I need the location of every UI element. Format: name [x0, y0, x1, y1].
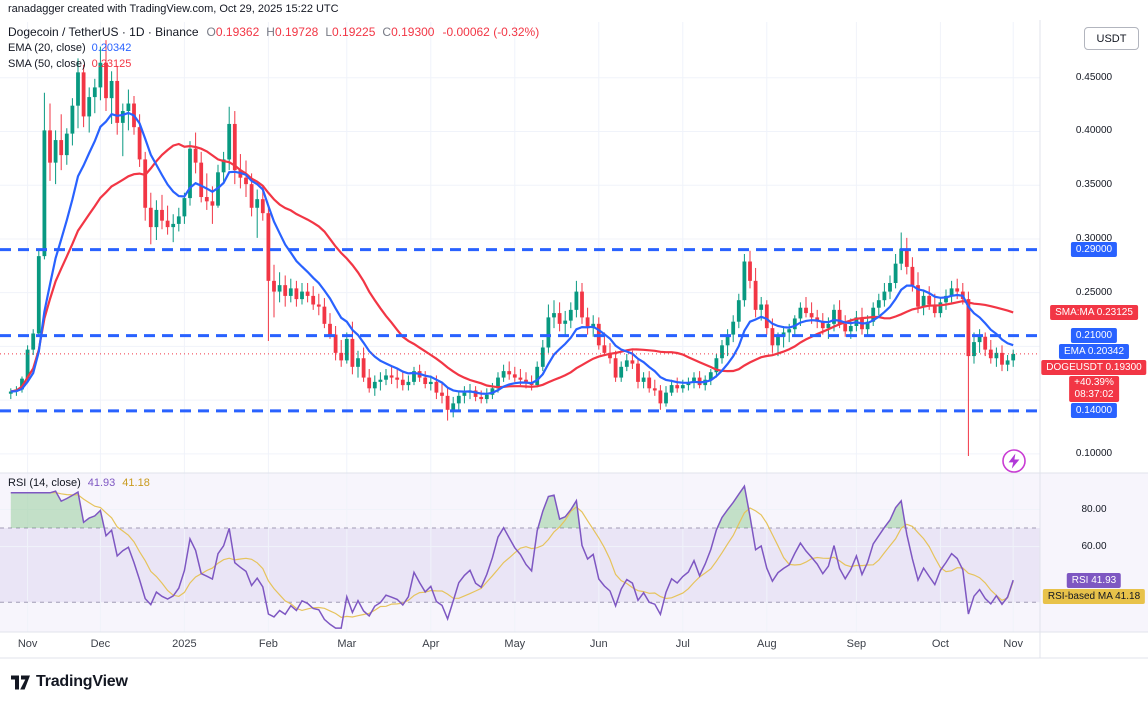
rsi-ma-line — [10, 491, 1014, 619]
time-tick-label: Oct — [931, 638, 949, 650]
lightning-icon — [1002, 449, 1026, 473]
ema-legend-value: 0.20342 — [91, 42, 132, 54]
symbol-title[interactable]: Dogecoin / TetherUS · 1D · Binance — [8, 25, 199, 39]
time-tick-label: Nov — [1003, 638, 1023, 650]
chart-legend: Dogecoin / TetherUS · 1D · Binance O0.19… — [8, 25, 539, 72]
rsi-tick-label: 60.00 — [1081, 540, 1107, 552]
rsi-tick-label: 80.00 — [1081, 503, 1107, 515]
quick-action-lightning-button[interactable] — [1001, 448, 1027, 474]
time-tick-label: Jun — [589, 638, 608, 650]
attribution-text: ranadagger created with TradingView.com,… — [8, 3, 339, 15]
rsi-pane-background — [0, 473, 1148, 632]
rsi-line — [10, 484, 1014, 629]
price-axis-badge: 0.14000 — [1070, 403, 1118, 419]
price-tick-label: 0.45000 — [1075, 71, 1113, 83]
rsi-overbought-fill — [10, 486, 906, 529]
rsi-axis-badge: RSI-based MA 41.18 — [1042, 588, 1146, 604]
tradingview-logo-mark — [11, 675, 30, 690]
indicator-ema-legend[interactable]: EMA (20, close) 0.20342 — [8, 41, 539, 56]
rsi-band — [0, 528, 1040, 603]
rsi-ma-legend-value: 41.18 — [122, 477, 150, 489]
ema-line — [10, 111, 1014, 395]
price-axis-badge: SMA:MA 0.23125 — [1050, 305, 1138, 321]
time-tick-label: Apr — [422, 638, 440, 650]
rsi-legend-value: 41.93 — [87, 477, 116, 489]
time-tick-label: Mar — [337, 638, 357, 650]
ohlc-item: H0.19728 — [266, 25, 319, 39]
time-tick-label: Nov — [17, 638, 38, 650]
time-tick-label: May — [504, 638, 526, 650]
pane-separators — [0, 20, 1148, 659]
currency-unit-button[interactable]: USDT — [1084, 27, 1139, 50]
price-axis-badge: EMA 0.20342 — [1058, 344, 1130, 360]
price-axis-badge: 0.21000 — [1070, 328, 1118, 344]
price-tick-label: 0.40000 — [1075, 125, 1113, 137]
time-tick-label: 2025 — [172, 638, 197, 650]
ohlc-item: L0.19225 — [325, 25, 376, 39]
indicator-sma-legend[interactable]: SMA (50, close) 0.23125 — [8, 57, 539, 72]
time-tick-label: Aug — [757, 638, 777, 650]
sma-legend-value: 0.23125 — [91, 58, 132, 70]
time-axis[interactable]: Nov Dec 2025 Feb Mar Apr May Jun Jul Aug Sep Oct Nov — [0, 632, 1040, 658]
price-axis[interactable]: 0.450000.400000.350000.300000.250000.150… — [1040, 0, 1148, 658]
price-axis-badge: +40.39% 08:37:02 — [1069, 376, 1119, 403]
ohlc-values: O0.19362 H0.19728 L0.19225 C0.19300 — [207, 25, 435, 40]
price-tick-label: 0.30000 — [1075, 232, 1113, 244]
sma-legend-label: SMA (50, close) — [8, 58, 86, 70]
rsi-legend[interactable]: RSI (14, close) 41.93 41.18 — [8, 477, 150, 489]
ohlc-item: O0.19362 — [206, 25, 260, 39]
ohlc-item: C0.19300 — [382, 25, 435, 39]
rsi-legend-label: RSI (14, close) — [8, 477, 81, 489]
time-tick-label: Sep — [846, 638, 867, 650]
tradingview-logo[interactable]: TradingView — [10, 672, 128, 691]
time-tick-label: Jul — [675, 638, 690, 650]
price-change: -0.00062 (-0.32%) — [442, 25, 540, 39]
price-axis-badge: 0.29000 — [1070, 242, 1118, 258]
time-tick-label: Feb — [258, 638, 278, 650]
candlestick-series — [8, 40, 1016, 457]
time-tick-label: Dec — [90, 638, 111, 650]
price-tick-label: 0.35000 — [1075, 179, 1113, 191]
price-tick-label: 0.10000 — [1075, 447, 1113, 459]
price-axis-badge: DOGEUSDT 0.19300 — [1041, 360, 1147, 376]
tradingview-logo-text: TradingView — [36, 672, 128, 690]
ema-legend-label: EMA (20, close) — [8, 42, 86, 54]
price-tick-label: 0.25000 — [1075, 286, 1113, 298]
rsi-axis-badge: RSI 41.93 — [1066, 572, 1122, 588]
